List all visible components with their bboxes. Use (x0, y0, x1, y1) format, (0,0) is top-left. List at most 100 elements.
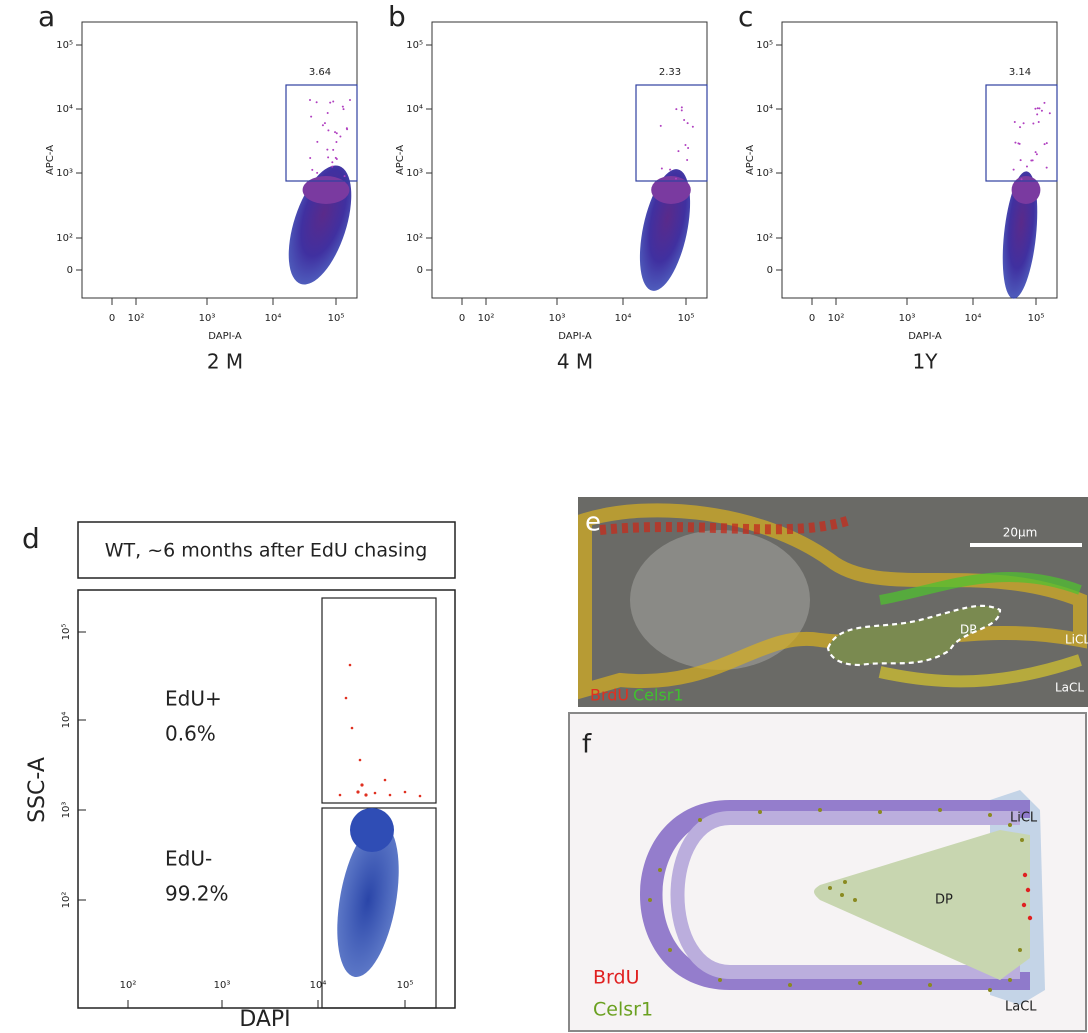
structure-label: DP (960, 623, 976, 637)
x-tick-label: 10⁵ (678, 313, 695, 324)
event-dot (686, 122, 689, 125)
y-axis-label: APC-A (45, 145, 56, 175)
event-dot (674, 177, 677, 180)
event-dot (332, 100, 335, 103)
event-dot (677, 150, 680, 153)
y-tick-label: 10² (61, 892, 72, 909)
event-dot (329, 101, 332, 104)
gate-value: 2.33 (659, 67, 681, 78)
epithelium (640, 800, 1030, 990)
y-tick-label: 0 (417, 265, 423, 276)
event-dot (680, 106, 683, 109)
panel-letter: c (738, 0, 753, 33)
gate-percent: 99.2% (165, 882, 229, 906)
event-dot (327, 129, 330, 132)
x-tick-label: 10³ (199, 313, 216, 324)
y-axis-label: APC-A (745, 145, 756, 175)
panel-f: f LiCL DP LaCL BrdU Celsr1 (568, 712, 1087, 1032)
event-dot (332, 148, 335, 151)
x-tick-label: 10² (120, 980, 137, 991)
event-dot (348, 99, 351, 102)
event-dot (675, 108, 678, 111)
event-dot (1045, 166, 1048, 169)
x-axis-label: DAPI-A (558, 331, 592, 342)
y-tick-label: 0 (767, 265, 773, 276)
y-tick-label: 10⁵ (61, 624, 72, 641)
event-dot (321, 124, 324, 127)
y-tick-label: 10³ (61, 802, 72, 819)
y-tick-label: 10⁵ (56, 40, 73, 51)
event-dot (684, 144, 687, 147)
event-dot (1020, 178, 1023, 181)
y-axis-label: APC-A (395, 145, 406, 175)
gate-value: 3.14 (1009, 67, 1031, 78)
x-tick-label: 10⁴ (310, 980, 327, 991)
event-dot (1035, 153, 1038, 156)
event-dot (1031, 159, 1034, 162)
event-dot (331, 161, 334, 164)
event-dot (326, 148, 329, 151)
event-dot (1034, 107, 1037, 110)
event-dot (1038, 107, 1041, 110)
y-tick-label: 10⁴ (756, 104, 773, 115)
y-tick-label: 0 (67, 265, 73, 276)
x-tick-label: 0 (459, 313, 465, 324)
y-tick-label: 10⁴ (56, 104, 73, 115)
celsr1-cells (648, 808, 1024, 992)
event-dot (1017, 142, 1020, 145)
event-dot (335, 132, 338, 135)
inner-layer (670, 811, 1020, 979)
event-dot (1048, 112, 1051, 115)
event-dot (309, 156, 312, 159)
event-dot (339, 135, 342, 138)
event-dot (327, 156, 330, 159)
gate-name: EdU+ (165, 687, 222, 711)
scale-label: 20μm (1003, 526, 1038, 540)
event-dot (316, 171, 319, 174)
x-tick-label: 0 (809, 313, 815, 324)
event-dot (1040, 109, 1043, 112)
y-tick-label: 10² (406, 233, 423, 244)
y-tick-label: 10⁴ (406, 104, 423, 115)
event-dot (1037, 121, 1040, 124)
x-tick-label: 10³ (549, 313, 566, 324)
structure-label: LaCL (1005, 1000, 1037, 1015)
event-dot (343, 175, 346, 178)
event-dot (1025, 165, 1028, 168)
y-axis-label: SSC-A (25, 757, 50, 823)
gate-percent: 0.6% (165, 722, 216, 746)
event-dot (1014, 141, 1017, 144)
event-dot (310, 115, 313, 118)
stain-label: BrdU (590, 686, 629, 705)
cell-cloud (302, 176, 350, 204)
event-dot (1036, 113, 1039, 116)
y-tick-label: 10³ (56, 168, 73, 179)
x-tick-label: 10² (128, 313, 145, 324)
legend-label: BrdU (593, 967, 639, 989)
x-axis-label: DAPI-A (208, 331, 242, 342)
event-dot (315, 101, 318, 104)
event-dot (1045, 142, 1048, 145)
event-dot (683, 118, 686, 121)
event-dot (659, 124, 662, 127)
event-dot (1043, 143, 1046, 146)
x-tick-label: 10⁴ (965, 313, 982, 324)
flow-panel: c 3.14 0 10² 10³ 10⁴ 10⁵ 0 10² 10³ 10⁴ 10⁵ DAPI-A APC… (738, 0, 1058, 374)
axis-ticks: 10² 10³ 10⁴ 10⁵ 10² 10³ 10⁴ 10⁵ (61, 624, 413, 1008)
structure-label: DP (935, 893, 953, 908)
x-tick-label: 10² (478, 313, 495, 324)
x-tick-label: 0 (109, 313, 115, 324)
event-dot (1019, 126, 1022, 129)
panel-caption: 2 M (207, 350, 243, 374)
panel-letter: e (585, 508, 601, 538)
panel-caption: 1Y (913, 350, 939, 374)
x-tick-label: 10² (828, 313, 845, 324)
y-tick-label: 10³ (406, 168, 423, 179)
y-tick-label: 10⁴ (61, 712, 72, 729)
gate (321, 597, 437, 804)
flow-panel: a 3.64 0 10² 10³ 10⁴ 10⁵ 0 10² 10³ 10⁴ 10⁵ DAPI-A APC… (38, 0, 358, 374)
x-tick-label: 10⁵ (397, 980, 414, 991)
event-dot (326, 111, 329, 114)
event-dot (331, 165, 334, 168)
